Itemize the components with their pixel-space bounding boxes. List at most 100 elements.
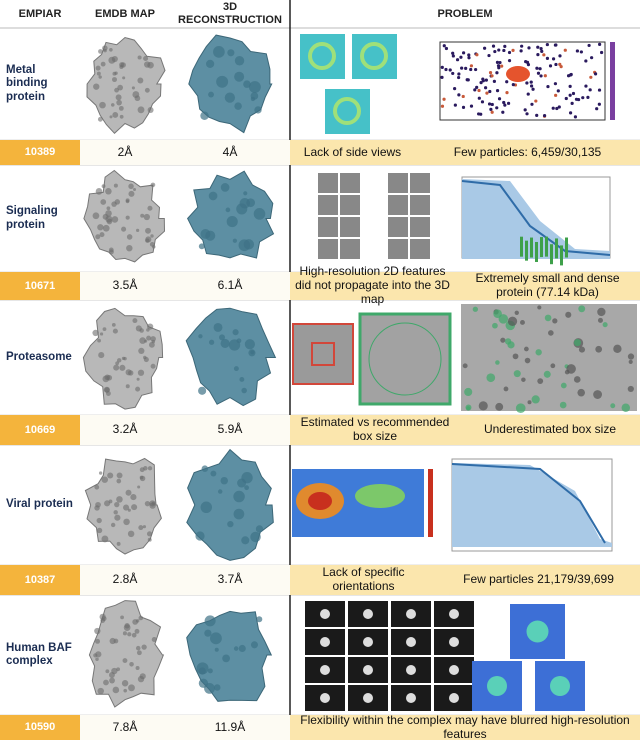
plot-point [467, 56, 471, 60]
reconstruction-resolution: 4Å [170, 140, 290, 165]
plot-point [487, 53, 491, 58]
map-detail [241, 536, 250, 545]
map-detail [137, 106, 145, 114]
particle [514, 310, 519, 315]
map-detail [243, 191, 248, 196]
particle [512, 353, 519, 360]
particle [595, 345, 603, 353]
map-detail [105, 188, 112, 195]
map-detail [110, 522, 116, 528]
plot-point [488, 70, 493, 75]
micrograph [358, 312, 452, 406]
plot-point [535, 66, 539, 70]
map-detail [234, 102, 242, 110]
plot-point [475, 85, 479, 89]
class-average [318, 239, 338, 259]
plot-point [536, 71, 541, 75]
empiar-id: 10389 [0, 140, 80, 165]
map-detail [119, 65, 124, 69]
plot-point [590, 56, 594, 60]
plot-point [465, 78, 469, 82]
plot-point [554, 93, 558, 97]
plot-point [496, 64, 501, 68]
map-detail [250, 531, 261, 543]
plot-point [511, 48, 515, 52]
map-detail [125, 369, 132, 376]
colorbar [428, 469, 433, 537]
particle [449, 665, 459, 675]
plot-point [570, 101, 574, 105]
fsc-band [462, 179, 610, 259]
plot-point [574, 97, 579, 101]
plot-point [451, 51, 455, 55]
map-detail [123, 356, 127, 361]
column-header: EMDB MAP [95, 7, 155, 20]
map-detail [150, 234, 154, 238]
particle [449, 693, 459, 703]
plot-point [469, 104, 474, 108]
plot-point [593, 72, 598, 76]
map-detail [123, 504, 130, 511]
plot-point [444, 67, 448, 72]
map-detail [95, 234, 101, 240]
map-detail [120, 615, 124, 620]
hotspot [355, 484, 405, 508]
particle [559, 401, 567, 409]
plot-point [505, 91, 509, 95]
map-detail [95, 188, 103, 195]
density-map [86, 36, 166, 135]
map-detail [111, 322, 116, 327]
map-detail [109, 47, 113, 52]
plot-point [464, 66, 468, 70]
particle [593, 390, 602, 399]
plot-point [568, 73, 573, 77]
particle [602, 322, 608, 328]
plot-point [455, 58, 460, 62]
particle [535, 349, 542, 356]
plot-point [475, 53, 479, 57]
class-average [388, 239, 408, 259]
map-detail [220, 338, 230, 348]
map-detail [127, 508, 131, 512]
particle [495, 360, 500, 365]
particle [610, 403, 616, 409]
map-detail [243, 239, 255, 250]
map-detail [112, 328, 118, 334]
map-detail [225, 207, 231, 213]
plot-point [543, 74, 547, 78]
map-detail [116, 472, 123, 479]
plot-point [495, 89, 500, 93]
plot-point [487, 102, 492, 106]
particle [515, 403, 526, 413]
map-detail [244, 339, 255, 350]
map-detail [110, 103, 115, 107]
map-detail [142, 525, 147, 529]
map-detail [126, 234, 133, 240]
particle [544, 314, 552, 322]
map-detail [111, 56, 118, 63]
map-detail [98, 352, 105, 359]
map-detail [147, 106, 154, 113]
map-detail [97, 116, 103, 122]
problem: Few particles: 6,459/30,135 [415, 140, 640, 165]
map-detail [151, 636, 157, 643]
map-detail [238, 644, 246, 653]
particle [503, 386, 509, 392]
plot-point [525, 60, 530, 64]
row-name: Proteasome [6, 350, 72, 363]
particle [363, 693, 373, 703]
class-average [318, 173, 338, 193]
map-detail [116, 478, 122, 484]
histogram-bar [525, 240, 528, 261]
particle [363, 637, 373, 647]
particle [363, 665, 373, 675]
plot-point [525, 112, 529, 116]
particle [478, 401, 488, 411]
plot-point [588, 88, 592, 92]
map-detail [198, 243, 205, 250]
plot-point [568, 111, 573, 115]
map-detail [239, 198, 251, 209]
particle [449, 637, 459, 647]
plot-point [597, 88, 602, 92]
